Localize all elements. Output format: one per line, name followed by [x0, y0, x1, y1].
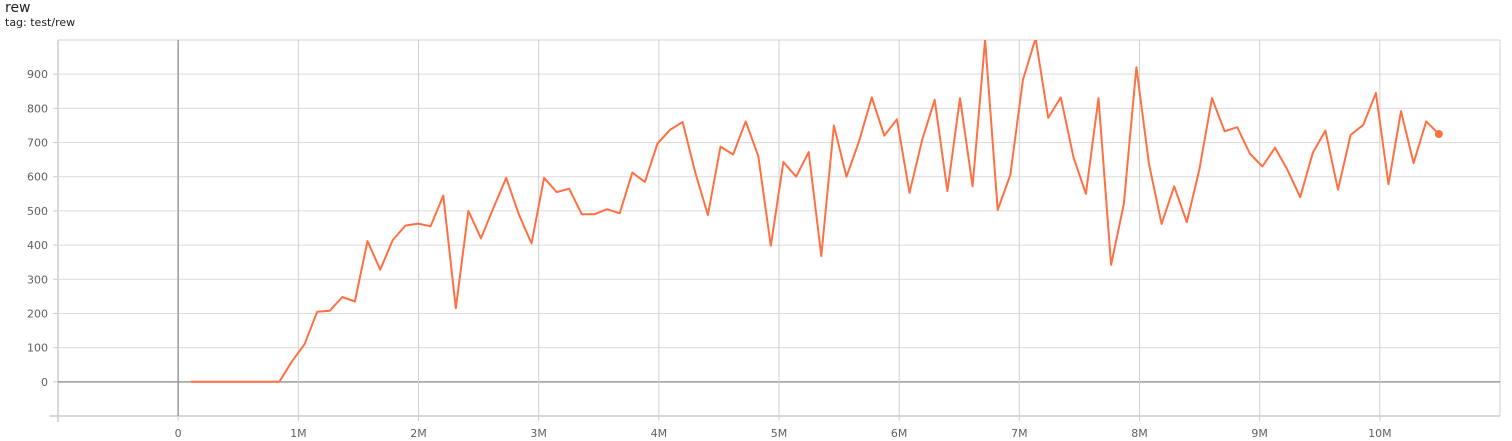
x-tick-label: 5M	[771, 427, 788, 440]
series-line	[191, 40, 1440, 383]
x-tick-label: 2M	[410, 427, 427, 440]
x-tick-label: 7M	[1011, 427, 1028, 440]
x-tick-label: 8M	[1131, 427, 1148, 440]
x-tick-label: 4M	[651, 427, 668, 440]
x-tick-label: 1M	[290, 427, 307, 440]
y-tick-label: 500	[27, 205, 48, 218]
y-tick-label: 0	[41, 376, 48, 389]
y-tick-label: 300	[27, 273, 48, 286]
tick-labels: 0 100 200 300 400 500 600 700 800 900 0 1M 2M 3M 4M 5M 6…	[27, 68, 1392, 440]
chart-title: rew	[5, 0, 31, 16]
y-tick-label: 800	[27, 102, 48, 115]
y-tick-label: 400	[27, 239, 48, 252]
last-data-point	[1434, 130, 1443, 138]
x-tick-label: 0	[175, 427, 182, 440]
plot-area	[191, 40, 1443, 383]
y-tick-label: 900	[27, 68, 48, 81]
chart-tag: tag: test/rew	[5, 16, 76, 29]
y-tick-label: 600	[27, 171, 48, 184]
y-tick-label: 200	[27, 307, 48, 320]
x-tick-label: 6M	[891, 427, 908, 440]
x-tick-label: 3M	[530, 427, 547, 440]
x-tick-label: 9M	[1251, 427, 1268, 440]
x-tick-label: 10M	[1368, 427, 1392, 440]
y-tick-label: 100	[27, 342, 48, 355]
grid	[50, 39, 1501, 422]
y-tick-label: 700	[27, 137, 48, 150]
